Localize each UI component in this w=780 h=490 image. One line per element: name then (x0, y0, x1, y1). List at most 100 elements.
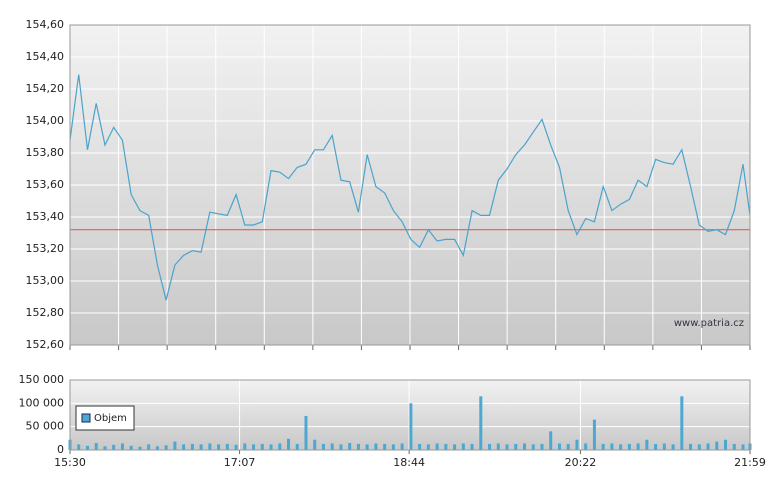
volume-bar (103, 446, 107, 450)
volume-bar (94, 443, 98, 450)
volume-bar (243, 443, 247, 450)
x-tick-label: 18:44 (393, 456, 425, 469)
volume-bar (400, 443, 404, 450)
legend-swatch (81, 413, 91, 423)
volume-bar (252, 444, 256, 450)
volume-bar (715, 441, 719, 450)
y-tick-label: 153,80 (26, 146, 65, 159)
x-tick-label: 21:59 (734, 456, 766, 469)
volume-bar (575, 439, 579, 450)
volume-bar (182, 444, 186, 450)
price-line (69, 74, 751, 301)
volume-bar (173, 441, 177, 450)
volume-bar (129, 445, 133, 450)
volume-bar (199, 444, 203, 450)
volume-bar (435, 443, 439, 450)
volume-bar (426, 444, 430, 450)
volume-bar (120, 443, 124, 450)
volume-bar (287, 438, 291, 450)
volume-bar (409, 403, 413, 450)
volume-bar (330, 443, 334, 450)
volume-bar (654, 443, 658, 450)
volume-bar (374, 443, 378, 450)
volume-bar (304, 415, 308, 450)
x-tick-label: 20:22 (565, 456, 597, 469)
volume-bar (461, 443, 465, 450)
volume-bar (496, 443, 500, 450)
volume-bar (112, 444, 116, 450)
volume-bar (549, 431, 553, 450)
volume-bar (724, 439, 728, 450)
y-tick-label: 153,00 (26, 274, 65, 287)
volume-bar (557, 443, 561, 450)
volume-bar (208, 443, 212, 450)
volume-bar (295, 443, 299, 450)
volume-bar (601, 443, 605, 450)
y-tick-label: 0 (57, 443, 64, 456)
y-tick-label: 153,40 (26, 210, 65, 223)
volume-bar (356, 443, 360, 450)
volume-bar (164, 445, 168, 450)
volume-bar (662, 443, 666, 450)
y-tick-label: 154,00 (26, 114, 65, 127)
volume-bar (269, 444, 273, 450)
volume-bar (313, 439, 317, 450)
volume-bar (671, 444, 675, 450)
volume-bar (732, 443, 736, 450)
x-tick-label: 17:07 (224, 456, 256, 469)
y-tick-label: 154,40 (26, 50, 65, 63)
volume-bar (531, 444, 535, 450)
volume-bar (339, 444, 343, 450)
volume-bar (444, 443, 448, 450)
y-tick-label: 153,60 (26, 178, 65, 191)
volume-bar (470, 443, 474, 450)
volume-bar (566, 443, 570, 450)
volume-bar (260, 443, 264, 450)
y-tick-label: 154,60 (26, 18, 65, 31)
volume-bar (383, 443, 387, 450)
volume-bar (138, 446, 142, 450)
volume-bar (610, 443, 614, 450)
volume-bar (155, 446, 159, 450)
y-tick-label: 153,20 (26, 242, 65, 255)
volume-bar (645, 439, 649, 450)
volume-bar (321, 443, 325, 450)
watermark: www.patria.cz (674, 318, 744, 329)
plot-frame (69, 24, 751, 346)
volume-bar (278, 443, 282, 450)
volume-bar (522, 443, 526, 450)
volume-bar (190, 443, 194, 450)
y-tick-label: 152,80 (26, 306, 65, 319)
legend-label: Objem (94, 413, 127, 424)
y-tick-label: 50 000 (26, 420, 65, 433)
volume-bar (348, 443, 352, 450)
volume-bar (584, 443, 588, 450)
volume-bar (217, 444, 221, 450)
volume-bar (741, 444, 745, 450)
volume-bar (391, 444, 395, 450)
volume-bar (706, 443, 710, 450)
volume-bar (680, 396, 684, 450)
y-tick-label: 100 000 (19, 396, 65, 409)
volume-bar (225, 443, 229, 450)
volume-bar (619, 444, 623, 450)
volume-bar (418, 443, 422, 450)
volume-bar (514, 443, 518, 450)
y-tick-label: 152,60 (26, 338, 65, 351)
volume-bar (147, 444, 151, 450)
volume-bar (479, 396, 483, 450)
plot-frame (69, 379, 751, 451)
volume-bar (85, 445, 89, 450)
volume-bar (453, 444, 457, 450)
volume-bar (636, 443, 640, 450)
y-tick-label: 154,20 (26, 82, 65, 95)
volume-bar (697, 444, 701, 450)
volume-bar (234, 444, 238, 450)
volume-bar (689, 443, 693, 450)
volume-bar (540, 443, 544, 450)
volume-bar (505, 444, 509, 450)
x-tick-label: 15:30 (54, 456, 86, 469)
volume-bar (627, 443, 631, 450)
volume-bar (488, 443, 492, 450)
